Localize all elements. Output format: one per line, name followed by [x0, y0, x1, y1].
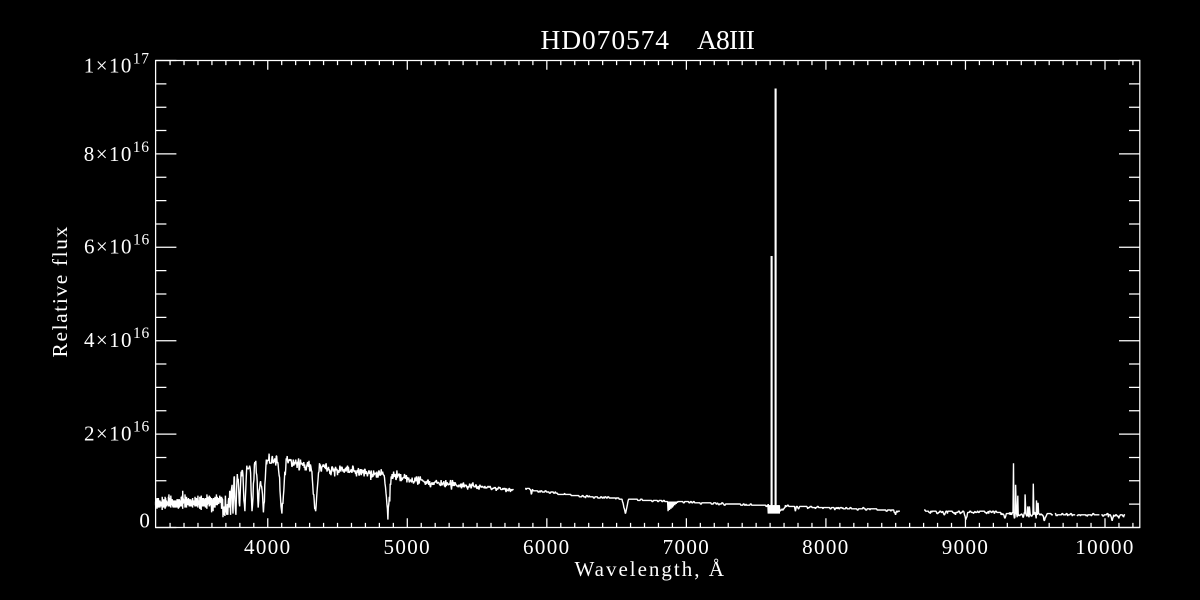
- svg-text:Relative flux: Relative flux: [48, 225, 72, 357]
- svg-text:HD070574: HD070574: [541, 24, 670, 55]
- svg-text:10000: 10000: [1075, 535, 1135, 559]
- svg-text:4000: 4000: [244, 535, 292, 559]
- svg-text:9000: 9000: [942, 535, 990, 559]
- svg-text:Wavelength, Å: Wavelength, Å: [575, 557, 726, 581]
- svg-text:0: 0: [139, 509, 151, 533]
- svg-text:A8III: A8III: [697, 24, 755, 55]
- svg-text:7000: 7000: [663, 535, 711, 559]
- svg-text:5000: 5000: [383, 535, 431, 559]
- svg-text:6000: 6000: [523, 535, 571, 559]
- svg-text:8000: 8000: [802, 535, 850, 559]
